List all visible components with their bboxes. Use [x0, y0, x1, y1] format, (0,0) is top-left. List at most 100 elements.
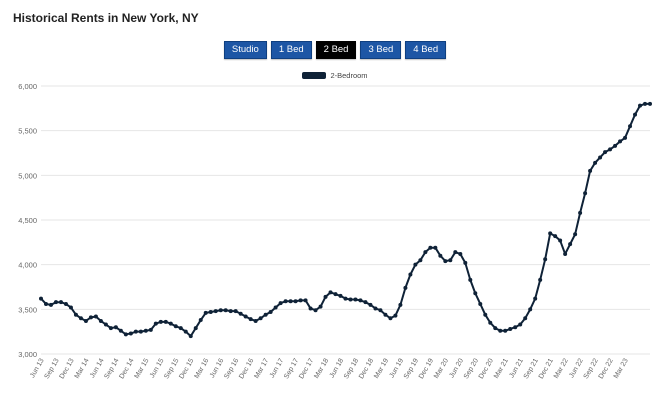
data-point [108, 326, 113, 331]
data-point [278, 301, 283, 306]
data-point [333, 292, 338, 297]
chart-legend[interactable]: 2-Bedroom [0, 71, 670, 80]
data-point [608, 147, 613, 152]
data-point [238, 311, 243, 316]
data-point [83, 318, 88, 323]
data-point [438, 253, 443, 258]
data-point [453, 250, 458, 255]
data-point [203, 310, 208, 315]
data-point [228, 309, 233, 314]
data-point [573, 232, 578, 237]
y-tick-label: 3,500 [18, 305, 37, 314]
data-point [543, 257, 548, 262]
tab-2-bed[interactable]: 2 Bed [315, 41, 357, 59]
data-point [523, 316, 528, 321]
data-point [613, 143, 618, 148]
data-point [58, 300, 63, 305]
data-point [388, 316, 393, 321]
data-point [533, 296, 538, 301]
data-point [518, 322, 523, 327]
y-tick-label: 5,000 [18, 171, 37, 180]
x-tick-label: Mar 21 [493, 357, 510, 379]
data-point [393, 313, 398, 318]
data-point [268, 310, 273, 315]
data-point [218, 308, 223, 313]
data-point [583, 191, 588, 196]
data-point [648, 101, 652, 106]
x-tick-label: Mar 22 [553, 357, 570, 379]
data-point [363, 300, 368, 305]
data-point [168, 321, 173, 326]
bedroom-tabs: Studio 1 Bed 2 Bed 3 Bed 4 Bed [0, 41, 670, 59]
tab-1-bed[interactable]: 1 Bed [270, 41, 312, 59]
data-point [93, 314, 98, 319]
data-point [198, 318, 203, 323]
data-point [623, 135, 628, 140]
data-point [473, 291, 478, 296]
data-point [233, 309, 238, 314]
data-point [633, 112, 638, 117]
x-tick-label: Mar 15 [134, 357, 151, 379]
data-point [593, 160, 598, 165]
data-point [538, 277, 543, 282]
data-point [448, 258, 453, 263]
data-point [48, 302, 53, 307]
data-point [53, 300, 58, 305]
data-point [628, 124, 633, 129]
data-point [338, 293, 343, 298]
tab-studio[interactable]: Studio [223, 41, 267, 59]
data-point [398, 302, 403, 307]
data-point [463, 260, 468, 265]
data-point [43, 301, 48, 306]
data-point [348, 297, 353, 302]
data-point [353, 297, 358, 302]
data-point [128, 331, 133, 336]
x-tick-label: Mar 19 [373, 357, 390, 379]
data-point [588, 168, 593, 173]
y-tick-label: 4,500 [18, 216, 37, 225]
data-point [383, 312, 388, 317]
data-point [528, 307, 533, 312]
data-point [368, 302, 373, 307]
data-point [258, 316, 263, 321]
data-point [298, 298, 303, 303]
x-tick-label: Mar 16 [194, 357, 211, 379]
data-point [188, 334, 193, 339]
data-point [428, 245, 433, 250]
data-point [153, 321, 158, 326]
data-point [318, 304, 323, 309]
tab-3-bed[interactable]: 3 Bed [360, 41, 402, 59]
x-tick-label: Mar 17 [253, 357, 270, 379]
data-point [118, 328, 123, 333]
data-point [468, 277, 473, 282]
data-point [328, 290, 333, 295]
data-point [78, 316, 83, 321]
data-point [493, 326, 498, 331]
data-point [103, 322, 108, 327]
data-point [558, 238, 563, 243]
data-point [378, 308, 383, 313]
data-point [643, 101, 648, 106]
data-point [133, 329, 138, 334]
data-point [243, 314, 248, 319]
data-point [288, 299, 293, 304]
data-point [123, 332, 128, 337]
data-point [408, 272, 413, 277]
y-tick-label: 6,000 [18, 82, 37, 91]
data-point [403, 285, 408, 290]
data-point [513, 325, 518, 330]
data-point [303, 298, 308, 303]
data-point [143, 328, 148, 333]
y-tick-label: 5,500 [18, 127, 37, 136]
data-point [503, 328, 508, 333]
data-point [563, 251, 568, 256]
data-point [158, 319, 163, 324]
data-point [568, 242, 573, 247]
data-point [578, 210, 583, 215]
data-point [458, 251, 463, 256]
data-point [433, 245, 438, 250]
legend-label: 2-Bedroom [330, 71, 368, 80]
tab-4-bed[interactable]: 4 Bed [405, 41, 447, 59]
data-point [483, 312, 488, 317]
x-tick-label: Mar 18 [313, 357, 330, 379]
